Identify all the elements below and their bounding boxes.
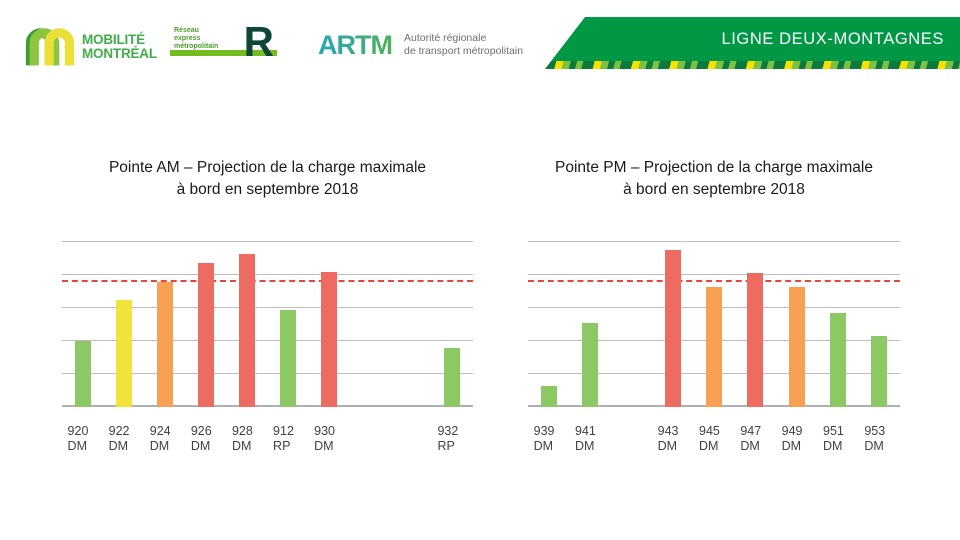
chart-axis-labels-pointe-am: 920 DM 922 DM 924 DM 926 DM 928 DM 912 RP 930 DM 932 RP xyxy=(62,424,473,458)
bar-943-dm xyxy=(664,250,681,407)
axis-label-932-rp: 932 RP xyxy=(437,424,459,453)
artm-desc-line2: de transport métropolitain xyxy=(403,45,524,57)
bar-951-dm xyxy=(830,312,846,407)
axis-label-941-dm: 941 DM xyxy=(574,424,596,453)
axis-label-930-dm: 930 DM xyxy=(314,424,335,453)
gridline-20 xyxy=(62,373,473,374)
gridline-100 xyxy=(62,241,473,242)
axis-label-924-dm: 924 DM xyxy=(149,424,171,453)
gridline-60 xyxy=(62,307,473,308)
line-banner: LIGNE DEUX-MONTAGNES xyxy=(545,17,960,69)
line-banner-stripes xyxy=(545,61,960,69)
mobilite-m-icon xyxy=(24,22,76,71)
mobilite-montreal-logo: MOBILITÉ MONTRÉAL xyxy=(24,22,157,71)
bar-920-dm xyxy=(74,341,91,407)
chart-pm-title-line1: Pointe PM – Projection de la charge maxi… xyxy=(555,159,873,176)
axis-label-949-dm: 949 DM xyxy=(781,424,803,453)
bar-949-dm xyxy=(788,286,805,407)
rem-green-bar xyxy=(170,50,277,56)
mobilite-wordmark: MOBILITÉ MONTRÉAL xyxy=(82,31,157,61)
capacity-reference-line xyxy=(528,279,900,282)
artm-desc-line1: Autorité régionale xyxy=(403,32,487,44)
bar-941-dm xyxy=(581,322,598,407)
chart-am-title-line1: Pointe AM – Projection de la charge maxi… xyxy=(108,159,427,176)
mobilite-line1: MOBILITÉ xyxy=(82,31,145,47)
rem-tagline-line2: express xyxy=(174,35,201,42)
bar-924-dm xyxy=(156,281,173,407)
axis-label-926-dm: 926 DM xyxy=(190,424,212,453)
axis-label-947-dm: 947 DM xyxy=(740,424,762,453)
bar-947-dm xyxy=(747,273,764,407)
artm-wordmark: ARTM xyxy=(318,30,393,60)
rem-tagline-line1: Réseau xyxy=(174,27,199,34)
bar-930-dm xyxy=(321,271,338,407)
gridline-0 xyxy=(62,405,473,407)
bar-953-dm xyxy=(871,336,888,407)
axis-label-953-dm: 953 DM xyxy=(864,424,886,453)
gridline-80 xyxy=(528,274,900,275)
artm-logo: ARTM Autorité régionale de transport mét… xyxy=(318,30,523,60)
gridline-100 xyxy=(528,241,900,242)
bar-912-rp xyxy=(280,309,297,407)
axis-label-951-dm: 951 DM xyxy=(823,424,844,453)
axis-label-912-rp: 912 RP xyxy=(273,424,294,453)
bar-922-dm xyxy=(115,299,132,407)
bar-926-dm xyxy=(197,263,214,407)
axis-label-928-dm: 928 DM xyxy=(231,424,253,453)
rem-r-letter: R xyxy=(243,18,274,65)
chart-axis-labels-pointe-pm: 939 DM 941 DM 943 DM 945 DM 947 DM 949 DM 951 DM 953 DM xyxy=(528,424,900,458)
bar-932-rp xyxy=(444,347,461,407)
chart-pm-title-line2: à bord en septembre 2018 xyxy=(623,181,805,198)
bar-939-dm xyxy=(540,385,557,407)
line-banner-green-panel: LIGNE DEUX-MONTAGNES xyxy=(545,17,960,61)
chart-plot-pointe-am xyxy=(62,241,473,407)
chart-plot-pointe-pm xyxy=(528,241,900,407)
chart-title-pointe-pm: Pointe PM – Projection de la charge maxi… xyxy=(525,157,903,201)
mobilite-line2: MONTRÉAL xyxy=(82,45,157,61)
gridline-80 xyxy=(62,274,473,275)
rem-tagline-line3: métropolitain xyxy=(174,43,219,50)
axis-label-922-dm: 922 DM xyxy=(108,424,130,453)
gridline-40 xyxy=(62,340,473,341)
rem-tagline: Réseau express métropolitain xyxy=(174,27,218,51)
axis-label-943-dm: 943 DM xyxy=(657,424,679,453)
line-banner-label: LIGNE DEUX-MONTAGNES xyxy=(721,29,944,48)
artm-description: Autorité régionale de transport métropol… xyxy=(404,32,523,58)
rem-logo: Réseau express métropolitain R xyxy=(170,18,280,70)
axis-label-939-dm: 939 DM xyxy=(533,424,555,453)
chart-title-pointe-am: Pointe AM – Projection de la charge maxi… xyxy=(62,157,473,201)
bar-945-dm xyxy=(706,286,722,407)
bar-928-dm xyxy=(238,253,255,407)
axis-label-920-dm: 920 DM xyxy=(67,424,89,453)
axis-label-945-dm: 945 DM xyxy=(699,424,720,453)
chart-am-title-line2: à bord en septembre 2018 xyxy=(176,181,359,198)
capacity-reference-line xyxy=(62,279,473,282)
